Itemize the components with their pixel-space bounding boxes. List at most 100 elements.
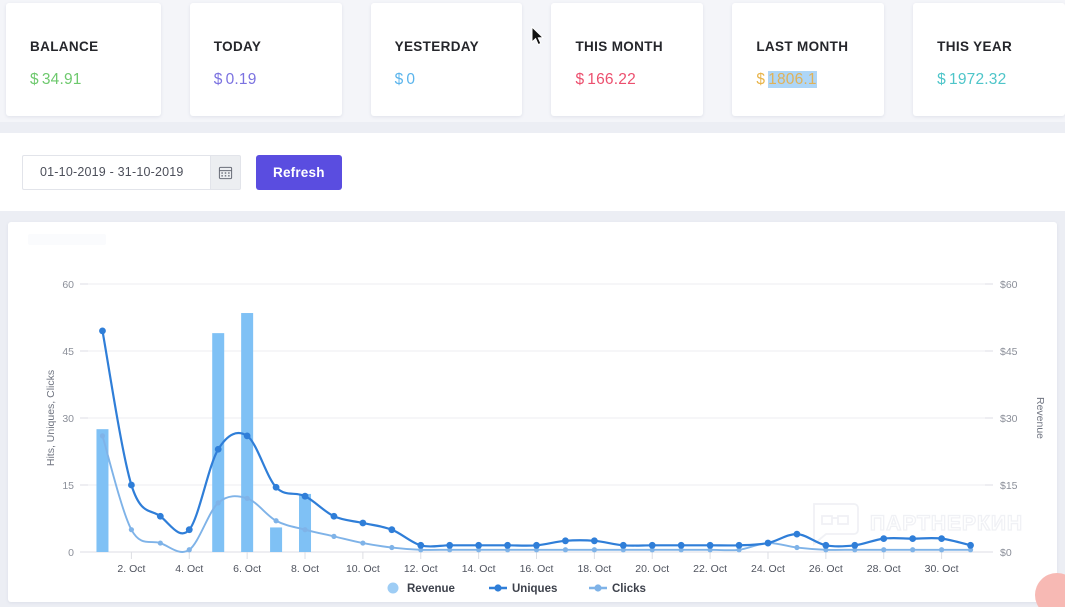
data-point[interactable] [967,547,974,553]
filter-bar: Refresh [0,133,1065,211]
stat-card-balance[interactable]: BALANCE $34.91 [6,3,161,116]
stat-amount: 0.19 [225,71,257,88]
data-point[interactable] [243,432,251,440]
data-point[interactable] [273,518,279,524]
data-point[interactable] [504,541,511,549]
data-point[interactable] [852,547,858,553]
data-point[interactable] [909,535,917,542]
date-range-group[interactable] [22,154,241,190]
bar[interactable] [299,493,312,552]
data-point[interactable] [648,541,656,549]
data-point[interactable] [331,533,337,539]
data-point[interactable] [446,541,454,549]
stat-amount: 0 [406,71,416,88]
legend-label[interactable]: Clicks [612,583,646,595]
refresh-button[interactable]: Refresh [256,154,342,190]
data-point[interactable] [418,547,424,553]
data-point[interactable] [186,547,192,553]
stat-card-today[interactable]: TODAY $0.19 [189,3,342,116]
stat-amount-selected[interactable]: 1806.1 [768,71,817,88]
data-point[interactable] [244,495,250,501]
data-point[interactable] [881,547,887,553]
data-point[interactable] [620,547,626,553]
currency-symbol: $ [30,71,39,88]
data-point[interactable] [794,544,800,551]
data-point[interactable] [533,547,540,553]
data-point[interactable] [590,537,598,545]
data-point[interactable] [475,541,483,549]
data-point[interactable] [302,527,308,533]
analytics-chart[interactable]: 0 $0 15 $15 30 $30 45 $45 60 $60 Hits, Uniques, Cl… [8,222,1057,602]
data-point[interactable] [707,547,713,553]
data-point[interactable] [764,539,772,547]
currency-symbol: $ [937,71,946,88]
data-point[interactable] [677,541,685,549]
bar[interactable] [96,429,109,552]
data-point[interactable] [330,512,338,520]
data-point[interactable] [735,541,743,549]
data-point[interactable] [157,540,163,546]
stats-row: BALANCE $34.91 TODAY $0.19 YESTERDAY $0 … [0,0,1065,122]
data-point[interactable] [533,541,540,549]
data-point[interactable] [706,541,714,549]
y2-tick-label: $30 [1000,413,1018,425]
data-point[interactable] [793,530,801,538]
stat-value: $166.22 [575,71,703,89]
legend-label[interactable]: Uniques [512,583,557,595]
data-point[interactable] [360,540,366,546]
data-point[interactable] [128,527,135,533]
stat-card-this-year[interactable]: THIS YEAR $1972.32 [913,3,1065,116]
legend-label[interactable]: Revenue [407,583,455,595]
data-point[interactable] [678,547,684,553]
x-tick-label: 6. Oct [233,563,261,575]
x-tick-label: 18. Oct [577,563,611,575]
data-point[interactable] [562,547,569,553]
data-point[interactable] [910,547,916,553]
data-point[interactable] [823,547,829,553]
watermark-text: ПАРТНЕРКИН [870,512,1023,535]
data-point[interactable] [359,519,367,527]
y2-tick-label: $45 [1000,346,1018,358]
data-point[interactable] [272,483,280,491]
data-point[interactable] [389,544,395,551]
y-tick-label: 60 [62,279,74,291]
data-point[interactable] [851,541,859,549]
calendar-button[interactable] [210,154,241,190]
data-point[interactable] [447,547,453,553]
bar[interactable] [212,333,225,552]
data-point[interactable] [736,547,742,553]
data-point[interactable] [417,541,425,549]
data-point[interactable] [388,526,396,534]
data-point[interactable] [185,526,193,534]
y2-tick-label: $0 [1000,547,1012,559]
data-point[interactable] [99,433,106,439]
data-point[interactable] [938,547,945,553]
data-point[interactable] [214,445,222,453]
data-point[interactable] [156,512,164,520]
data-point[interactable] [880,535,888,542]
data-point[interactable] [562,537,569,545]
data-point[interactable] [504,547,511,553]
data-point[interactable] [938,535,945,542]
data-point[interactable] [99,327,106,335]
stat-amount: 1972.32 [949,71,1007,88]
stat-card-this-month[interactable]: THIS MONTH $166.22 [551,3,704,116]
data-point[interactable] [301,492,309,500]
data-point[interactable] [822,541,830,549]
data-point[interactable] [476,547,482,553]
data-point[interactable] [128,481,135,489]
data-point[interactable] [967,541,974,549]
stat-card-yesterday[interactable]: YESTERDAY $0 [370,3,523,116]
stat-value: $0.19 [214,71,342,89]
data-point[interactable] [619,541,627,549]
chart-title-placeholder [28,234,106,245]
stat-title: BALANCE [30,39,99,54]
legend-marker [387,582,399,594]
data-point[interactable] [649,547,655,553]
data-point[interactable] [215,500,221,506]
data-point[interactable] [591,547,597,553]
date-range-input[interactable] [22,154,210,190]
stat-card-last-month[interactable]: LAST MONTH $1806.1 [732,3,885,116]
bar[interactable] [270,527,283,552]
